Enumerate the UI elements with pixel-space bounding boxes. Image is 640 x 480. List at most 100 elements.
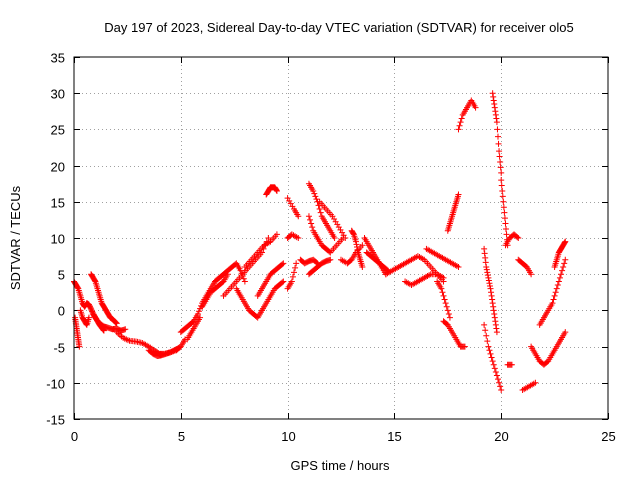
series-arc-35 [455,97,479,133]
y-tick-label: -5 [53,341,65,356]
data-point [562,256,569,263]
series-arc-43 [519,379,539,394]
data-point [175,345,182,352]
data-point [241,278,248,285]
data-point [461,343,468,350]
data-point [485,277,492,284]
series-arc-21 [305,180,338,241]
data-point [279,279,286,286]
series-arc-42 [515,256,535,278]
series-arc-12 [233,285,265,321]
data-point [489,296,496,303]
data-point [295,213,302,220]
y-tick-label: 5 [58,268,65,283]
data-point [497,383,504,390]
data-point [490,307,497,314]
data-point [482,254,489,261]
series-arc-45 [536,256,569,328]
data-point [503,231,510,238]
data-point [483,263,490,270]
data-point [499,187,506,194]
axis-ticks [74,57,609,420]
data-point [310,187,317,194]
data-point [280,260,287,267]
data-point [442,300,449,307]
series-arc-41 [504,361,515,368]
data-point [100,326,107,333]
data-point [359,242,366,249]
data-point [498,387,505,394]
y-tick-label: 25 [51,123,65,138]
series-arc-28 [363,249,391,274]
data-point [307,216,314,223]
y-tick-label: 10 [51,232,65,247]
data-point [455,263,462,270]
data-point [313,259,320,266]
data-point [89,308,96,315]
data-points [71,90,569,394]
data-point [446,314,453,321]
data-point [556,274,563,281]
data-point [238,270,245,277]
data-point [486,282,493,289]
data-point [496,153,503,160]
data-point [481,321,488,328]
data-point [500,198,507,205]
data-point [194,311,201,318]
data-point [559,267,566,274]
data-point [487,350,494,357]
series-arc-32 [434,278,453,321]
data-point [295,235,302,241]
data-point [492,111,499,118]
data-point [91,277,98,284]
x-tick-label: 5 [178,429,185,444]
x-tick-labels: 0 5 10 15 20 25 [71,429,616,444]
data-point [528,271,535,278]
series-arc-10 [199,271,231,310]
x-tick-label: 0 [71,429,78,444]
series-arc-27 [361,235,389,278]
data-point [492,368,499,375]
data-point [265,235,272,241]
data-point [88,307,95,314]
data-point [174,345,181,352]
data-point [291,269,298,276]
data-point [493,119,500,126]
data-point [352,238,359,245]
data-point [562,329,569,336]
series-arc-26 [348,227,366,270]
data-point [273,187,280,194]
series-arc-31 [423,245,462,270]
series-arc-9 [184,314,204,343]
data-point [195,308,202,315]
data-point [486,280,493,287]
series-arc-8 [177,260,248,336]
data-point [353,241,360,248]
y-axis-label: SDTVAR / TECUs [8,185,23,290]
series-arc-23 [305,256,334,278]
series-arc-13 [241,231,280,270]
x-tick-label: 20 [494,429,508,444]
series-arc-18 [284,231,302,241]
data-point [496,379,503,386]
data-point [551,292,558,299]
series-arc-24 [316,198,349,241]
data-point [485,274,492,281]
data-point [491,104,498,111]
data-point [498,169,505,176]
data-point [497,164,504,171]
series-arc-19 [284,260,300,292]
data-point [122,326,129,333]
data-point [492,321,499,328]
data-point [443,303,450,310]
x-tick-label: 10 [281,429,295,444]
data-point [472,104,479,111]
data-point [280,278,287,285]
data-point [292,264,299,271]
x-tick-label: 25 [601,429,615,444]
data-point [501,215,508,222]
x-tick-label: 15 [387,429,401,444]
data-point [503,225,510,232]
y-tick-label: 15 [51,196,65,211]
